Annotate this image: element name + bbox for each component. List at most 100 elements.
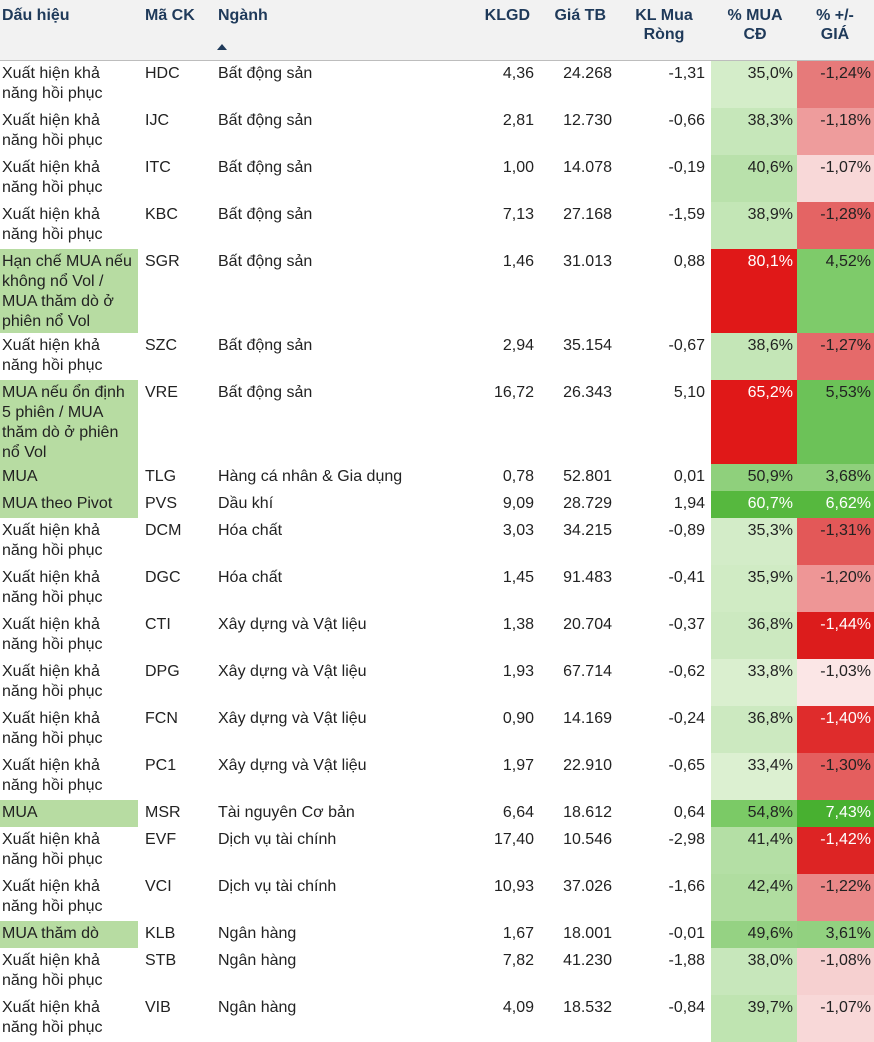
header-pct-buy[interactable]: % MUA CĐ bbox=[727, 7, 783, 43]
header-code[interactable]: Mã CK bbox=[145, 7, 195, 24]
table-row[interactable]: Xuất hiện khả năng hồi phục FCN Xây dựng v… bbox=[0, 706, 874, 753]
table-row[interactable]: Xuất hiện khả năng hồi phục VIB Ngân hàng 4… bbox=[0, 995, 874, 1042]
stock-code-cell: EVF bbox=[145, 831, 177, 848]
industry-cell: Ngân hàng bbox=[218, 952, 297, 969]
header-net-buy[interactable]: KL Mua Ròng bbox=[635, 7, 693, 43]
table-row[interactable]: Xuất hiện khả năng hồi phục HDC Bất động s… bbox=[0, 61, 874, 108]
table-row[interactable]: Xuất hiện khả năng hồi phục EVF Dịch vụ tà… bbox=[0, 827, 874, 874]
industry-cell: Xây dựng và Vật liệu bbox=[218, 663, 367, 680]
signal-cell: Xuất hiện khả năng hồi phục bbox=[2, 65, 103, 102]
net-buy-cell: 0,01 bbox=[673, 468, 705, 485]
table-row[interactable]: Xuất hiện khả năng hồi phục CTI Xây dựng v… bbox=[0, 612, 874, 659]
avg-price-cell: 67.714 bbox=[563, 663, 612, 680]
industry-cell: Dầu khí bbox=[218, 495, 274, 512]
pct-buy-cell: 42,4% bbox=[711, 874, 797, 921]
sort-ascending-icon[interactable] bbox=[217, 44, 227, 50]
header-industry[interactable]: Ngành bbox=[218, 7, 268, 24]
klgd-cell: 4,36 bbox=[502, 65, 534, 82]
header-signal[interactable]: Dấu hiệu bbox=[2, 7, 70, 24]
industry-cell: Bất động sản bbox=[218, 337, 313, 354]
stock-code-cell: STB bbox=[145, 952, 177, 969]
stock-code-cell: KLB bbox=[145, 925, 176, 942]
stock-code-cell: VRE bbox=[145, 384, 178, 401]
table-row[interactable]: Xuất hiện khả năng hồi phục SZC Bất động s… bbox=[0, 333, 874, 380]
net-buy-cell: -2,98 bbox=[668, 831, 705, 848]
table-row[interactable]: MUA theo Pivot PVS Dầu khí 9,09 28.729 1,94 60… bbox=[0, 491, 874, 518]
pct-buy-cell: 35,0% bbox=[711, 61, 797, 108]
industry-cell: Dịch vụ tài chính bbox=[218, 878, 337, 895]
klgd-cell: 1,93 bbox=[502, 663, 534, 680]
industry-cell: Hóa chất bbox=[218, 522, 283, 539]
pct-buy-cell: 40,6% bbox=[711, 155, 797, 202]
table-row[interactable]: Xuất hiện khả năng hồi phục IJC Bất động s… bbox=[0, 108, 874, 155]
klgd-cell: 1,45 bbox=[502, 569, 534, 586]
net-buy-cell: -0,19 bbox=[668, 159, 705, 176]
pct-change-cell: -1,31% bbox=[797, 518, 874, 565]
pct-change-cell: -1,08% bbox=[797, 948, 874, 995]
avg-price-cell: 20.704 bbox=[563, 616, 612, 633]
stock-code-cell: FCN bbox=[145, 710, 178, 727]
klgd-cell: 7,82 bbox=[502, 952, 534, 969]
table-row[interactable]: Xuất hiện khả năng hồi phục DPG Xây dựng v… bbox=[0, 659, 874, 706]
table-row[interactable]: Xuất hiện khả năng hồi phục VCI Dịch vụ tà… bbox=[0, 874, 874, 921]
table-row[interactable]: Hạn chế MUA nếu không nổ Vol / MUA thăm … bbox=[0, 249, 874, 333]
net-buy-cell: -0,24 bbox=[668, 710, 705, 727]
signal-cell: Xuất hiện khả năng hồi phục bbox=[2, 663, 103, 700]
net-buy-cell: -0,67 bbox=[668, 337, 705, 354]
avg-price-cell: 41.230 bbox=[563, 952, 612, 969]
klgd-cell: 2,81 bbox=[502, 112, 534, 129]
pct-change-cell: -1,24% bbox=[797, 61, 874, 108]
pct-buy-cell: 49,6% bbox=[711, 921, 797, 948]
signal-cell: Xuất hiện khả năng hồi phục bbox=[2, 159, 103, 196]
industry-cell: Ngân hàng bbox=[218, 999, 297, 1016]
table-row[interactable]: Xuất hiện khả năng hồi phục DGC Hóa chất 1,… bbox=[0, 565, 874, 612]
avg-price-cell: 22.910 bbox=[563, 757, 612, 774]
pct-change-cell: -1,40% bbox=[797, 706, 874, 753]
table-row[interactable]: Xuất hiện khả năng hồi phục ITC Bất động s… bbox=[0, 155, 874, 202]
table-row[interactable]: MUA thăm dò KLB Ngân hàng 1,67 18.001 -0,01 49… bbox=[0, 921, 874, 948]
klgd-cell: 1,00 bbox=[502, 159, 534, 176]
net-buy-cell: -0,84 bbox=[668, 999, 705, 1016]
stock-code-cell: DPG bbox=[145, 663, 180, 680]
table-row[interactable]: MUA TLG Hàng cá nhân & Gia dụng 0,78 52.801 0… bbox=[0, 464, 874, 491]
table-row[interactable]: Xuất hiện khả năng hồi phục DCM Hóa chất 3,… bbox=[0, 518, 874, 565]
table-row[interactable]: Xuất hiện khả năng hồi phục KBC Bất động s… bbox=[0, 202, 874, 249]
avg-price-cell: 14.078 bbox=[563, 159, 612, 176]
stock-code-cell: KBC bbox=[145, 206, 178, 223]
industry-cell: Bất động sản bbox=[218, 253, 313, 270]
pct-buy-cell: 36,8% bbox=[711, 612, 797, 659]
signal-cell: Xuất hiện khả năng hồi phục bbox=[2, 952, 103, 989]
klgd-cell: 2,94 bbox=[502, 337, 534, 354]
header-avg-price[interactable]: Giá TB bbox=[554, 7, 606, 24]
industry-cell: Hóa chất bbox=[218, 569, 283, 586]
net-buy-cell: -1,59 bbox=[668, 206, 705, 223]
signal-cell: Xuất hiện khả năng hồi phục bbox=[2, 522, 103, 559]
header-pct-change[interactable]: % +/- GIÁ bbox=[816, 7, 854, 43]
stock-code-cell: IJC bbox=[145, 112, 169, 129]
table-row[interactable]: Xuất hiện khả năng hồi phục PC1 Xây dựng v… bbox=[0, 753, 874, 800]
stock-code-cell: SZC bbox=[145, 337, 177, 354]
net-buy-cell: -0,89 bbox=[668, 522, 705, 539]
klgd-cell: 17,40 bbox=[493, 831, 534, 848]
pct-change-cell: -1,22% bbox=[797, 874, 874, 921]
avg-price-cell: 10.546 bbox=[563, 831, 612, 848]
klgd-cell: 10,93 bbox=[493, 878, 534, 895]
stock-code-cell: VIB bbox=[145, 999, 171, 1016]
table-row[interactable]: MUA nếu ổn định 5 phiên / MUA thăm dò ở … bbox=[0, 380, 874, 464]
net-buy-cell: -0,01 bbox=[668, 925, 705, 942]
pct-buy-cell: 60,7% bbox=[711, 491, 797, 518]
industry-cell: Xây dựng và Vật liệu bbox=[218, 757, 367, 774]
header-klgd[interactable]: KLGD bbox=[484, 7, 530, 24]
avg-price-cell: 18.612 bbox=[563, 804, 612, 821]
klgd-cell: 6,64 bbox=[502, 804, 534, 821]
avg-price-cell: 91.483 bbox=[563, 569, 612, 586]
pct-buy-cell: 38,6% bbox=[711, 333, 797, 380]
table-row[interactable]: Xuất hiện khả năng hồi phục STB Ngân hàng 7… bbox=[0, 948, 874, 995]
pct-buy-cell: 36,8% bbox=[711, 706, 797, 753]
pct-change-cell: -1,42% bbox=[797, 827, 874, 874]
industry-cell: Xây dựng và Vật liệu bbox=[218, 710, 367, 727]
table-row[interactable]: MUA MSR Tài nguyên Cơ bản 6,64 18.612 0,64 54,… bbox=[0, 800, 874, 827]
klgd-cell: 1,67 bbox=[502, 925, 534, 942]
klgd-cell: 4,09 bbox=[502, 999, 534, 1016]
avg-price-cell: 26.343 bbox=[563, 384, 612, 401]
